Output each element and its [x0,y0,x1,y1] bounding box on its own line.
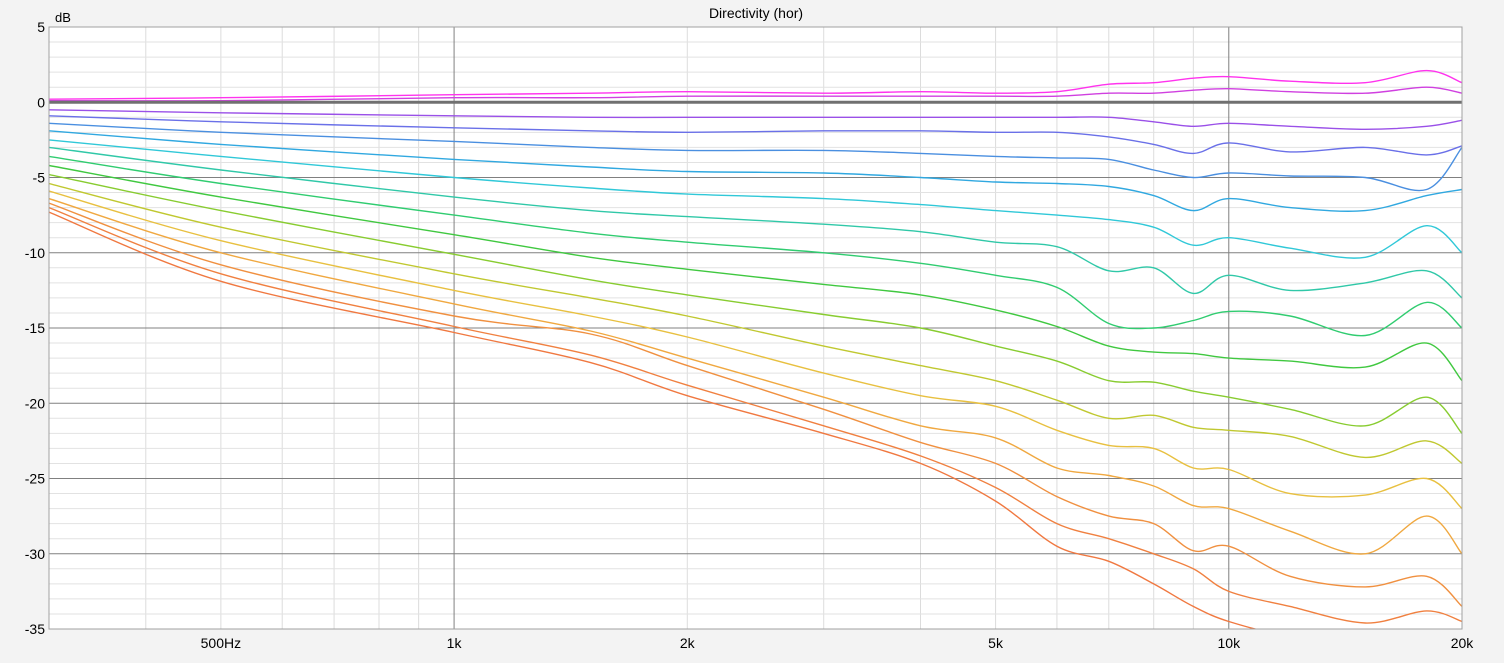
series-line-17 [49,211,1258,629]
y-tick-label: -35 [25,621,45,637]
series-line-6 [49,130,1462,212]
series-line-12 [49,182,1462,464]
series-line-13 [49,190,1462,510]
y-tick-label: -15 [25,320,45,336]
series-line-3 [49,109,1462,131]
x-tick-label: 10k [1218,635,1242,651]
y-tick-label: 5 [37,19,45,35]
chart-title: Directivity (hor) [709,5,803,21]
x-tick-label: 500Hz [201,635,241,651]
y-tick-label: -5 [33,170,46,186]
x-tick-label: 5k [988,635,1004,651]
series-line-7 [49,139,1462,259]
series-line-9 [49,155,1462,337]
series-line-15 [49,202,1462,607]
series-line-5 [49,122,1462,192]
series-line-1 [49,69,1462,100]
x-tick-label: 20k [1451,635,1475,651]
plot-border [48,26,1463,630]
y-tick-label: -30 [25,546,45,562]
series-line-11 [49,173,1462,434]
y-axis-label: dB [55,10,71,25]
y-tick-label: -20 [25,395,45,411]
series-line-16 [49,206,1462,624]
x-tick-label: 1k [447,635,463,651]
x-tick-label: 2k [680,635,696,651]
series-line-8 [49,146,1462,299]
series-line-10 [49,164,1462,382]
series-line-4 [49,115,1462,156]
series-line-2 [49,86,1462,102]
series-line-14 [49,197,1462,555]
y-tick-label: -25 [25,471,45,487]
y-tick-label: -10 [25,245,45,261]
y-tick-label: 0 [37,94,45,110]
